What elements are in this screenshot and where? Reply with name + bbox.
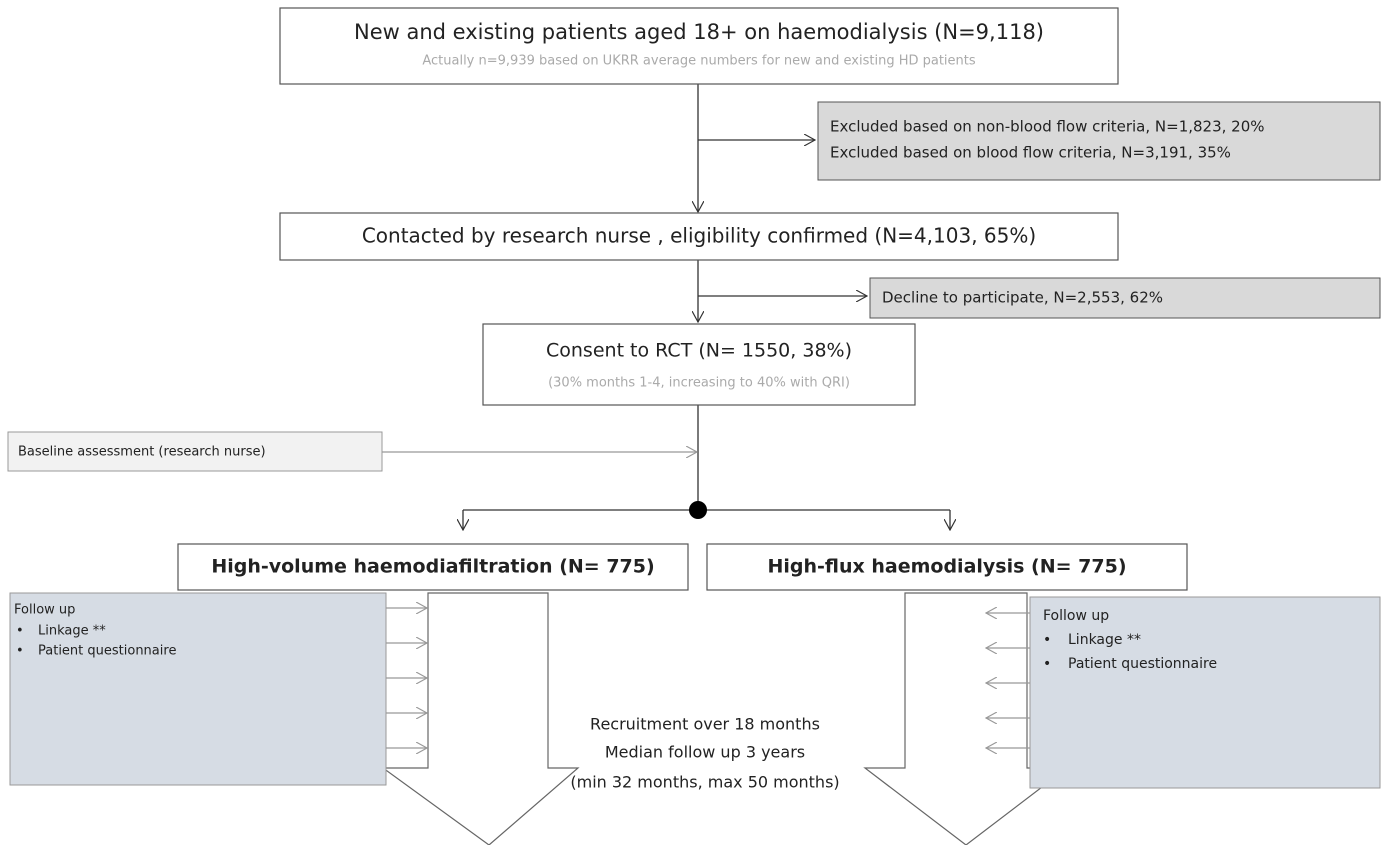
node-label: High-flux haemodialysis (N= 775) — [767, 556, 1126, 578]
node-item: Linkage ** — [38, 624, 106, 639]
box — [7, 431, 383, 472]
bullet: • — [1043, 632, 1051, 648]
box — [177, 543, 689, 591]
node-note: (30% months 1-4, increasing to 40% with … — [548, 376, 850, 391]
node-item: Patient questionnaire — [1068, 656, 1217, 672]
box — [9, 592, 387, 786]
connectors — [382, 84, 950, 530]
box — [279, 7, 1119, 85]
node-label: Decline to participate, N=2,553, 62% — [882, 289, 1163, 307]
node-label: Follow up — [14, 603, 75, 618]
center-note: (min 32 months, max 50 months) — [570, 773, 839, 792]
box — [706, 543, 1188, 591]
small-arrows — [386, 608, 1030, 748]
box — [279, 212, 1119, 261]
node-label: Baseline assessment (research nurse) — [18, 445, 266, 460]
center-note: Median follow up 3 years — [605, 743, 805, 762]
center-note: Recruitment over 18 months — [590, 715, 820, 734]
box — [869, 277, 1381, 319]
bullet: • — [16, 644, 24, 659]
big-arrow — [381, 592, 580, 846]
box — [817, 101, 1381, 181]
node-item: Patient questionnaire — [38, 644, 176, 659]
bullet: • — [16, 624, 24, 639]
node-label: Follow up — [1043, 608, 1109, 624]
node-line: Excluded based on non-blood flow criteri… — [830, 118, 1265, 136]
node-label: Consent to RCT (N= 1550, 38%) — [546, 340, 852, 362]
node-label: Contacted by research nurse , eligibilit… — [362, 224, 1036, 248]
node-label: High-volume haemodiafiltration (N= 775) — [211, 556, 654, 578]
node-note: Actually n=9,939 based on UKRR average n… — [422, 54, 976, 69]
box — [1029, 596, 1381, 789]
bullet: • — [1043, 656, 1051, 672]
node-item: Linkage ** — [1068, 632, 1141, 648]
big-arrow — [863, 592, 1069, 846]
node-label: New and existing patients aged 18+ on ha… — [354, 20, 1044, 44]
node-line: Excluded based on blood flow criteria, N… — [830, 144, 1231, 162]
box — [482, 323, 916, 406]
